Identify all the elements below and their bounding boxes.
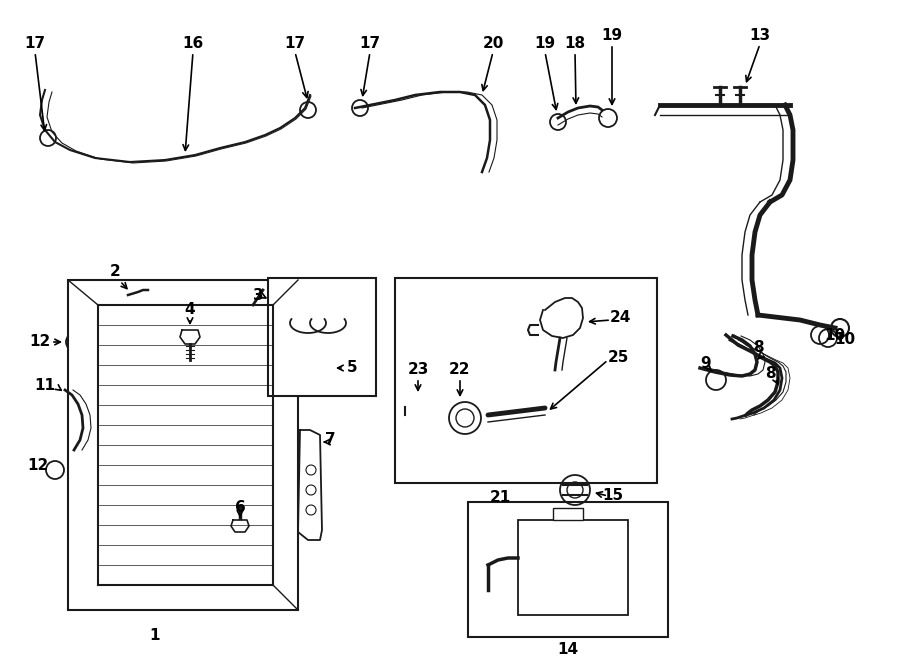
Text: 7: 7	[325, 432, 336, 447]
Text: 17: 17	[24, 36, 46, 50]
Bar	[268, 278, 376, 396]
Text: 17: 17	[359, 36, 381, 50]
Text: 12: 12	[30, 334, 50, 350]
Text: 24: 24	[609, 311, 631, 325]
Text: 21: 21	[490, 490, 510, 506]
Text: 6: 6	[235, 500, 246, 516]
Text: 10: 10	[834, 332, 856, 348]
Text: 19: 19	[601, 28, 623, 42]
Text: 22: 22	[449, 362, 471, 377]
Text: 12: 12	[27, 459, 49, 473]
Text: 19: 19	[535, 36, 555, 50]
Text: 18: 18	[564, 36, 586, 50]
Text: 8: 8	[765, 366, 775, 381]
Bar	[553, 508, 583, 520]
Text: 13: 13	[750, 28, 770, 42]
Text: 20: 20	[482, 36, 504, 50]
Bar	[518, 520, 628, 615]
Text: 8: 8	[752, 340, 763, 356]
Text: 4: 4	[184, 303, 195, 317]
Text: 23: 23	[408, 362, 428, 377]
Text: 1: 1	[149, 627, 160, 642]
Text: 10: 10	[824, 327, 846, 342]
Text: 15: 15	[602, 488, 624, 504]
Text: 5: 5	[346, 360, 357, 375]
Text: 11: 11	[34, 377, 56, 393]
Text: 16: 16	[183, 36, 203, 50]
Text: 9: 9	[701, 356, 711, 371]
Text: 25: 25	[608, 350, 629, 366]
Text: 17: 17	[284, 36, 306, 50]
Bar	[468, 502, 668, 637]
Text: 14: 14	[557, 642, 579, 658]
Bar	[395, 278, 657, 483]
Text: 2: 2	[110, 264, 121, 280]
Bar	[68, 280, 298, 610]
Text: 3: 3	[253, 288, 264, 303]
